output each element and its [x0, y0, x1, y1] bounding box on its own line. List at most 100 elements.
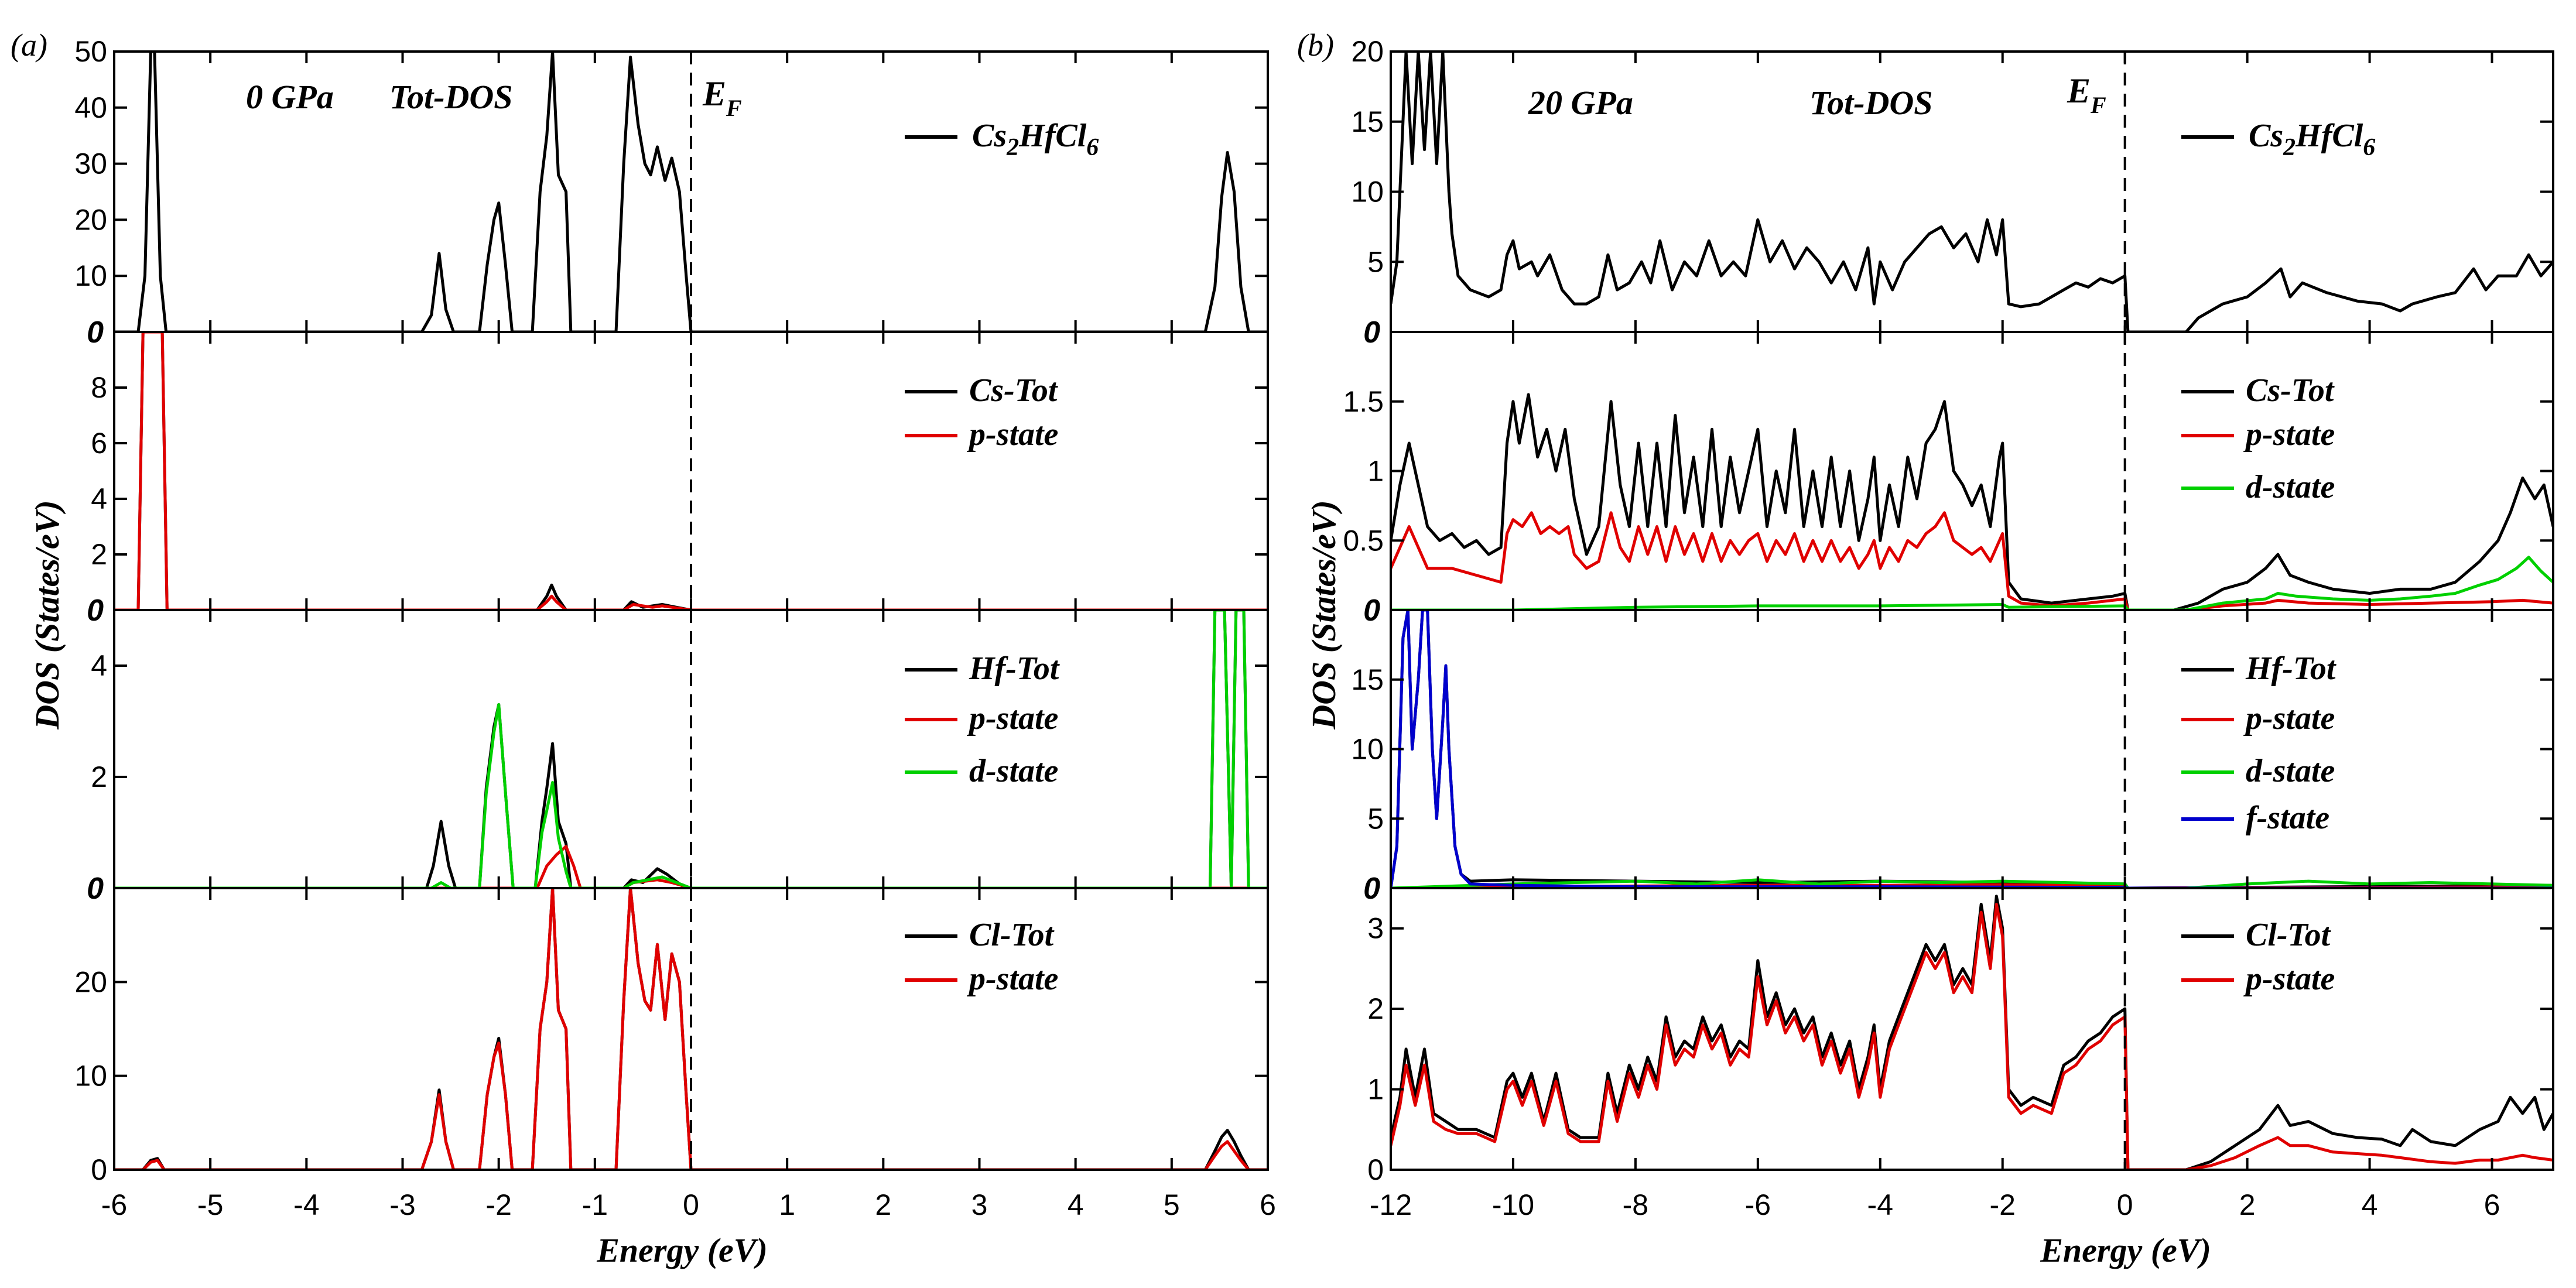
- legend-label: p-state: [967, 416, 1058, 453]
- series-line-hf-tot: [1391, 610, 2553, 888]
- legend-text: HfCl: [1018, 118, 1087, 154]
- series-line-p-state: [114, 845, 1268, 888]
- y-tick-label: 10: [74, 259, 107, 292]
- y-tick-label: 1: [1367, 455, 1384, 488]
- x-tick-label: -3: [389, 1188, 415, 1221]
- y-tick-label: 20: [74, 965, 107, 998]
- series-line-d-state: [1391, 556, 2553, 610]
- y-tick-label: 15: [1351, 105, 1384, 138]
- y-tick-label: 15: [1351, 663, 1384, 696]
- legend-label: p-state: [2243, 961, 2335, 997]
- ef-label-sub: F: [726, 95, 742, 121]
- zero-label: 0: [1363, 594, 1380, 628]
- x-tick-label: -10: [1492, 1188, 1534, 1221]
- y-tick-label: 20: [1351, 35, 1384, 68]
- panel-a-tag: (a): [11, 28, 47, 63]
- zero-label: 0: [1363, 872, 1380, 906]
- x-tick-label: 1: [779, 1188, 795, 1221]
- panel-b-tag: (b): [1297, 28, 1334, 63]
- y-tick-label: 50: [74, 35, 107, 68]
- y-tick-label: 3: [1367, 912, 1384, 945]
- panel-b-xlabel: Energy (eV): [2040, 1231, 2211, 1269]
- x-tick-label: -6: [1745, 1188, 1771, 1221]
- y-tick-label: 6: [91, 427, 107, 460]
- series-line-hf-tot: [114, 610, 1268, 888]
- y-tick-label: 4: [91, 482, 107, 515]
- x-tick-label: 2: [875, 1188, 891, 1221]
- y-tick-label: 10: [74, 1060, 107, 1092]
- ef-label-sub: F: [2090, 92, 2106, 118]
- y-tick-label: 5: [1367, 245, 1384, 278]
- y-tick-label: 2: [91, 761, 107, 793]
- x-tick-label: 6: [1260, 1188, 1276, 1221]
- x-tick-label: 6: [2484, 1188, 2500, 1221]
- series-line-cl-tot: [1391, 895, 2553, 1170]
- y-tick-label: 0.5: [1343, 524, 1384, 557]
- x-tick-label: 4: [2362, 1188, 2378, 1221]
- y-tick-label: 2: [91, 538, 107, 571]
- y-tick-label: 40: [74, 91, 107, 124]
- legend-label: p-state: [2243, 416, 2335, 453]
- panel-b-pressure: 20 GPa: [1528, 84, 1633, 122]
- legend-text: Cs: [2249, 118, 2283, 154]
- zero-label: 0: [87, 872, 104, 906]
- legend-label: p-state: [967, 961, 1058, 997]
- y-tick-label: 10: [1351, 176, 1384, 208]
- legend-sub: 6: [2363, 134, 2375, 161]
- panel-a: (a) DOS (States/eV) Energy (eV) 0 GPa To…: [11, 28, 1276, 1269]
- y-tick-label: 2: [1367, 992, 1384, 1025]
- x-tick-label: 0: [2117, 1188, 2133, 1221]
- panel-a-xlabel: Energy (eV): [596, 1231, 768, 1269]
- subplot-frame: [1390, 609, 2554, 889]
- x-tick-label: -8: [1623, 1188, 1648, 1221]
- legend-label: p-state: [2243, 700, 2335, 737]
- subplot-frame: [1390, 331, 2554, 611]
- legend-label: d-state: [2246, 753, 2335, 789]
- y-tick-label: 20: [74, 203, 107, 236]
- panel-a-ylabel: DOS (States/eV): [28, 500, 66, 730]
- panel-a-pressure: 0 GPa: [246, 78, 334, 116]
- legend-label: p-state: [967, 700, 1058, 737]
- y-tick-label: 4: [91, 649, 107, 682]
- legend-text: Cs: [972, 118, 1007, 154]
- zero-label: 0: [87, 594, 104, 628]
- legend-label: Cs-Tot: [969, 372, 1058, 409]
- legend-text: HfCl: [2295, 118, 2363, 154]
- x-tick-label: -5: [197, 1188, 223, 1221]
- subplot-frame: [1390, 887, 2554, 1171]
- y-tick-label: 1.5: [1343, 385, 1384, 418]
- legend-label: Hf-Tot: [969, 650, 1060, 687]
- y-tick-label: 10: [1351, 733, 1384, 766]
- x-tick-label: -2: [1990, 1188, 2016, 1221]
- x-tick-label: 5: [1164, 1188, 1180, 1221]
- legend-label: f-state: [2246, 800, 2329, 836]
- series-line-cs-tot: [1391, 393, 2553, 610]
- x-tick-label: -2: [485, 1188, 511, 1221]
- panel-b: (b) DOS (States/eV) Energy (eV) 20 GPa T…: [1297, 28, 2554, 1269]
- series-line-p-state: [1391, 903, 2553, 1170]
- series-line-tot: [114, 52, 1268, 332]
- legend-sub: 6: [1086, 134, 1099, 161]
- panel-b-ef-label: EF: [2067, 71, 2106, 118]
- panel-a-legend-cs2hfcl6: Cs2HfCl6: [972, 118, 1099, 161]
- ef-label-main: E: [702, 74, 726, 113]
- y-tick-label: 1: [1367, 1073, 1384, 1106]
- x-tick-label: -4: [293, 1188, 319, 1221]
- x-tick-label: 3: [971, 1188, 988, 1221]
- y-tick-label: 0: [1367, 1153, 1384, 1186]
- legend-label: Hf-Tot: [2245, 650, 2336, 687]
- series-line-d-state: [114, 610, 1268, 888]
- panel-a-ef-label: EF: [702, 74, 742, 121]
- y-tick-label: 5: [1367, 802, 1384, 835]
- y-tick-label: 0: [91, 1153, 107, 1186]
- x-tick-label: -12: [1370, 1188, 1412, 1221]
- x-tick-label: -4: [1867, 1188, 1893, 1221]
- x-tick-label: -6: [101, 1188, 127, 1221]
- zero-label: 0: [1363, 316, 1380, 350]
- legend-sub: 2: [1006, 134, 1019, 161]
- series-line-p-state: [114, 332, 1268, 610]
- y-tick-label: 30: [74, 148, 107, 180]
- series-line-p-state: [114, 888, 1268, 1170]
- series-line-tot: [1391, 52, 2553, 332]
- panel-a-subplot-title: Tot-DOS: [389, 78, 513, 116]
